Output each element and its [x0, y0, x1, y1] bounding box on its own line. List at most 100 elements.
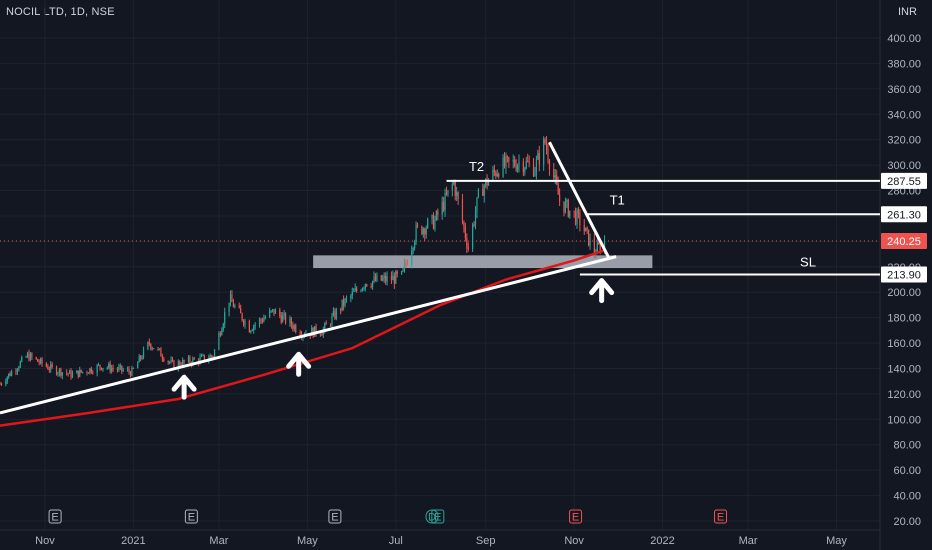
event-marker-label: E	[331, 512, 338, 524]
price-tick-label: 160.00	[887, 338, 921, 350]
candle-down	[67, 373, 69, 375]
candle-up	[382, 278, 384, 281]
candle-down	[100, 367, 103, 370]
candle-down	[273, 309, 275, 314]
candle-down	[432, 214, 435, 229]
level-label-t2: T2	[469, 159, 484, 174]
candle-up	[111, 368, 113, 372]
candle-down	[356, 288, 358, 292]
candle-up	[229, 294, 232, 303]
candle-up	[585, 227, 587, 232]
level-price-tag-text: 261.30	[887, 209, 921, 221]
candle-up	[596, 242, 598, 254]
candle-down	[393, 275, 395, 284]
candle-down	[161, 356, 163, 359]
candle-up	[282, 315, 284, 323]
candle-down	[508, 157, 510, 162]
price-tick-label: 380.00	[887, 58, 921, 70]
candle-up	[228, 302, 230, 313]
last-price-tag	[881, 233, 927, 250]
candle-down	[467, 247, 469, 250]
candle-up	[476, 197, 478, 213]
level-price-tag	[881, 172, 927, 189]
candle-up	[453, 181, 455, 185]
time-tick-label: 2021	[121, 535, 145, 547]
candle-down	[129, 372, 132, 376]
time-tick-label: May	[297, 535, 318, 547]
last-price-tag-text: 240.25	[887, 236, 921, 248]
level-label-sl: SL	[800, 255, 816, 270]
candle-up	[71, 373, 74, 378]
candle-down	[396, 271, 398, 274]
price-tick-label: 140.00	[887, 363, 921, 375]
price-tick-label: 340.00	[887, 109, 921, 121]
candle-up	[364, 284, 366, 288]
level-price-tag-text: 287.55	[887, 176, 921, 188]
candle-up	[376, 275, 378, 281]
candle-up	[131, 368, 133, 376]
candle-down	[299, 331, 301, 336]
candle-up	[213, 349, 216, 358]
candle-down	[80, 369, 82, 373]
candle-up	[516, 165, 519, 171]
candle-down	[99, 364, 101, 368]
candle-up	[6, 377, 8, 382]
candle-down	[171, 359, 174, 361]
price-tick-label: 200.00	[887, 287, 921, 299]
candle-up	[76, 370, 78, 374]
candle-down	[385, 275, 387, 282]
candle-up	[569, 210, 571, 217]
price-tick-label: 120.00	[887, 389, 921, 401]
candle-up	[218, 333, 220, 350]
candle-down	[48, 369, 50, 371]
candle-down	[548, 160, 551, 170]
candle-up	[353, 291, 355, 293]
candle-down	[563, 201, 565, 213]
candle-down	[37, 359, 39, 362]
candle-down	[280, 315, 282, 323]
candle-up	[373, 276, 375, 282]
candle-down	[163, 358, 165, 362]
candle-up	[258, 319, 261, 325]
candle-down	[587, 229, 590, 246]
candle-up	[566, 200, 568, 202]
candle-up	[477, 189, 480, 198]
candle-up	[386, 276, 388, 282]
time-tick-label: Mar	[739, 535, 758, 547]
price-tick-label: 320.00	[887, 135, 921, 147]
candle-up	[147, 342, 149, 349]
candle-down	[574, 211, 577, 225]
candle-down	[148, 342, 150, 344]
candle-up	[50, 364, 52, 370]
candle-down	[547, 149, 549, 161]
candle-up	[19, 361, 21, 368]
candle-down	[109, 363, 111, 372]
candle-down	[577, 210, 580, 213]
candle-up	[269, 310, 271, 318]
candle-down	[38, 361, 40, 363]
candle-up	[97, 364, 100, 366]
event-marker	[425, 509, 439, 524]
candle-down	[179, 361, 181, 366]
event-marker	[328, 509, 342, 524]
candle-down	[405, 262, 407, 264]
candle-down	[528, 161, 530, 163]
candle-up	[151, 348, 153, 350]
event-marker-label: E	[51, 512, 58, 524]
candle-down	[473, 224, 475, 226]
candle-up	[26, 353, 29, 357]
candle-down	[556, 175, 558, 184]
price-tick-label: 80.00	[893, 440, 921, 452]
candle-down	[167, 361, 169, 363]
candle-up	[250, 330, 252, 333]
candle-up	[263, 318, 265, 322]
candle-up	[187, 357, 190, 362]
candle-up	[474, 212, 477, 225]
candle-up	[537, 153, 539, 160]
candle-down	[112, 368, 114, 370]
candle-down	[0, 383, 1, 385]
candle-up	[158, 348, 161, 350]
candle-down	[295, 325, 297, 332]
candle-up	[345, 298, 348, 300]
